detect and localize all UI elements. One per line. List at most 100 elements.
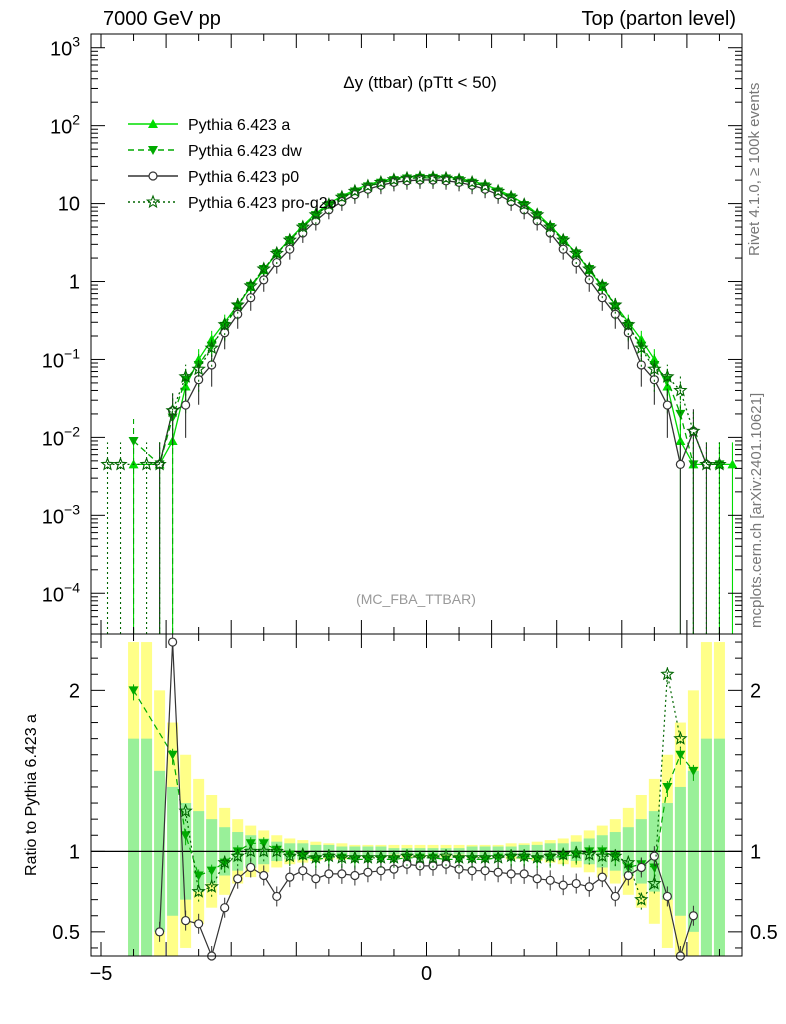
data-point	[360, 850, 376, 864]
data-point	[647, 361, 662, 376]
analysis-watermark: (MC_FBA_TTBAR)	[356, 591, 476, 607]
data-point	[649, 851, 659, 861]
data-point	[530, 850, 545, 864]
series-pythia-6-423-pro-q2o	[100, 169, 727, 910]
legend-entry: Pythia 6.423 dw	[128, 143, 302, 160]
data-point	[230, 848, 245, 863]
data-point	[582, 847, 597, 861]
data-point	[662, 891, 672, 902]
ratio-band-inner	[128, 738, 140, 956]
data-point	[621, 855, 636, 869]
data-point	[259, 870, 269, 881]
data-point	[467, 866, 477, 876]
data-point	[181, 400, 191, 410]
data-point	[181, 915, 191, 926]
data-point	[128, 436, 139, 446]
data-point	[269, 843, 284, 858]
y-tick-label: 10	[58, 194, 80, 216]
data-point	[168, 637, 178, 647]
data-point	[610, 891, 620, 902]
data-point	[308, 207, 323, 221]
data-point	[556, 232, 571, 247]
data-point	[597, 872, 607, 882]
data-point	[673, 731, 688, 745]
ratio-y-tick-label: 1	[69, 841, 80, 863]
data-point	[584, 847, 595, 857]
legend-entry: Pythia 6.423 a	[128, 117, 290, 134]
data-point	[243, 278, 258, 292]
data-point	[516, 197, 532, 211]
series-pythia-6-423-a	[128, 171, 738, 634]
data-point	[608, 848, 623, 863]
legend-label: Pythia 6.423 pro-q2o	[188, 195, 337, 212]
data-point	[451, 850, 467, 864]
data-point	[532, 211, 543, 221]
data-point	[673, 382, 688, 397]
data-point	[595, 278, 610, 292]
data-point	[100, 456, 115, 471]
data-point	[282, 848, 297, 863]
data-point	[128, 686, 139, 696]
x-tick-label: −5	[90, 963, 113, 985]
y-tick-label: 102	[50, 112, 80, 139]
data-point	[282, 232, 297, 247]
data-point	[204, 340, 219, 355]
x-tick-label: 0	[421, 963, 432, 985]
data-point	[295, 219, 310, 234]
data-point	[569, 845, 584, 860]
ratio-y-tick-label-right: 0.5	[750, 922, 778, 944]
data-point	[180, 831, 191, 841]
header-left: 7000 GeV pp	[103, 8, 221, 30]
y-tick-label: 10−2	[42, 423, 80, 450]
data-point	[660, 666, 675, 681]
data-point	[477, 850, 493, 864]
data-point	[389, 864, 399, 874]
data-point	[412, 850, 428, 864]
series-pythia-6-423-dw	[128, 173, 725, 886]
data-point	[363, 867, 373, 877]
series-line	[107, 176, 720, 466]
data-point	[506, 869, 516, 879]
data-point	[295, 847, 310, 861]
data-point	[491, 183, 506, 198]
legend-entry: Pythia 6.423 pro-q2o	[128, 194, 337, 212]
data-point	[438, 170, 454, 185]
data-point	[308, 850, 323, 864]
data-point	[686, 423, 701, 438]
data-point	[519, 869, 529, 879]
data-point	[246, 862, 256, 873]
data-point	[412, 169, 428, 184]
data-point	[699, 456, 714, 471]
data-point	[438, 848, 454, 863]
data-point	[360, 178, 376, 193]
data-point	[194, 375, 204, 385]
y-tick-label: 10−1	[42, 345, 80, 372]
data-point	[232, 847, 243, 857]
data-point	[220, 903, 230, 913]
data-point	[167, 750, 178, 760]
data-point	[373, 850, 389, 864]
data-point	[634, 892, 649, 906]
data-point	[148, 146, 158, 155]
y-tick-label: 10−4	[42, 579, 80, 606]
data-point	[662, 400, 672, 410]
data-point	[194, 919, 204, 929]
ratio-panel-frame	[90, 633, 743, 957]
data-point	[675, 409, 686, 419]
legend-label: Pythia 6.423 dw	[188, 143, 302, 160]
legend-label: Pythia 6.423 a	[188, 117, 290, 134]
data-point	[493, 867, 503, 877]
data-point	[204, 879, 219, 893]
data-point	[503, 189, 519, 204]
data-point	[217, 855, 232, 869]
y-tick-label: 103	[50, 34, 80, 61]
data-point	[272, 891, 282, 902]
data-point	[425, 169, 441, 184]
data-point	[464, 174, 480, 189]
data-point	[675, 435, 686, 445]
data-point	[350, 870, 360, 881]
data-point	[386, 172, 402, 186]
data-point	[206, 866, 217, 876]
data-point	[337, 869, 347, 879]
data-point	[298, 866, 308, 876]
